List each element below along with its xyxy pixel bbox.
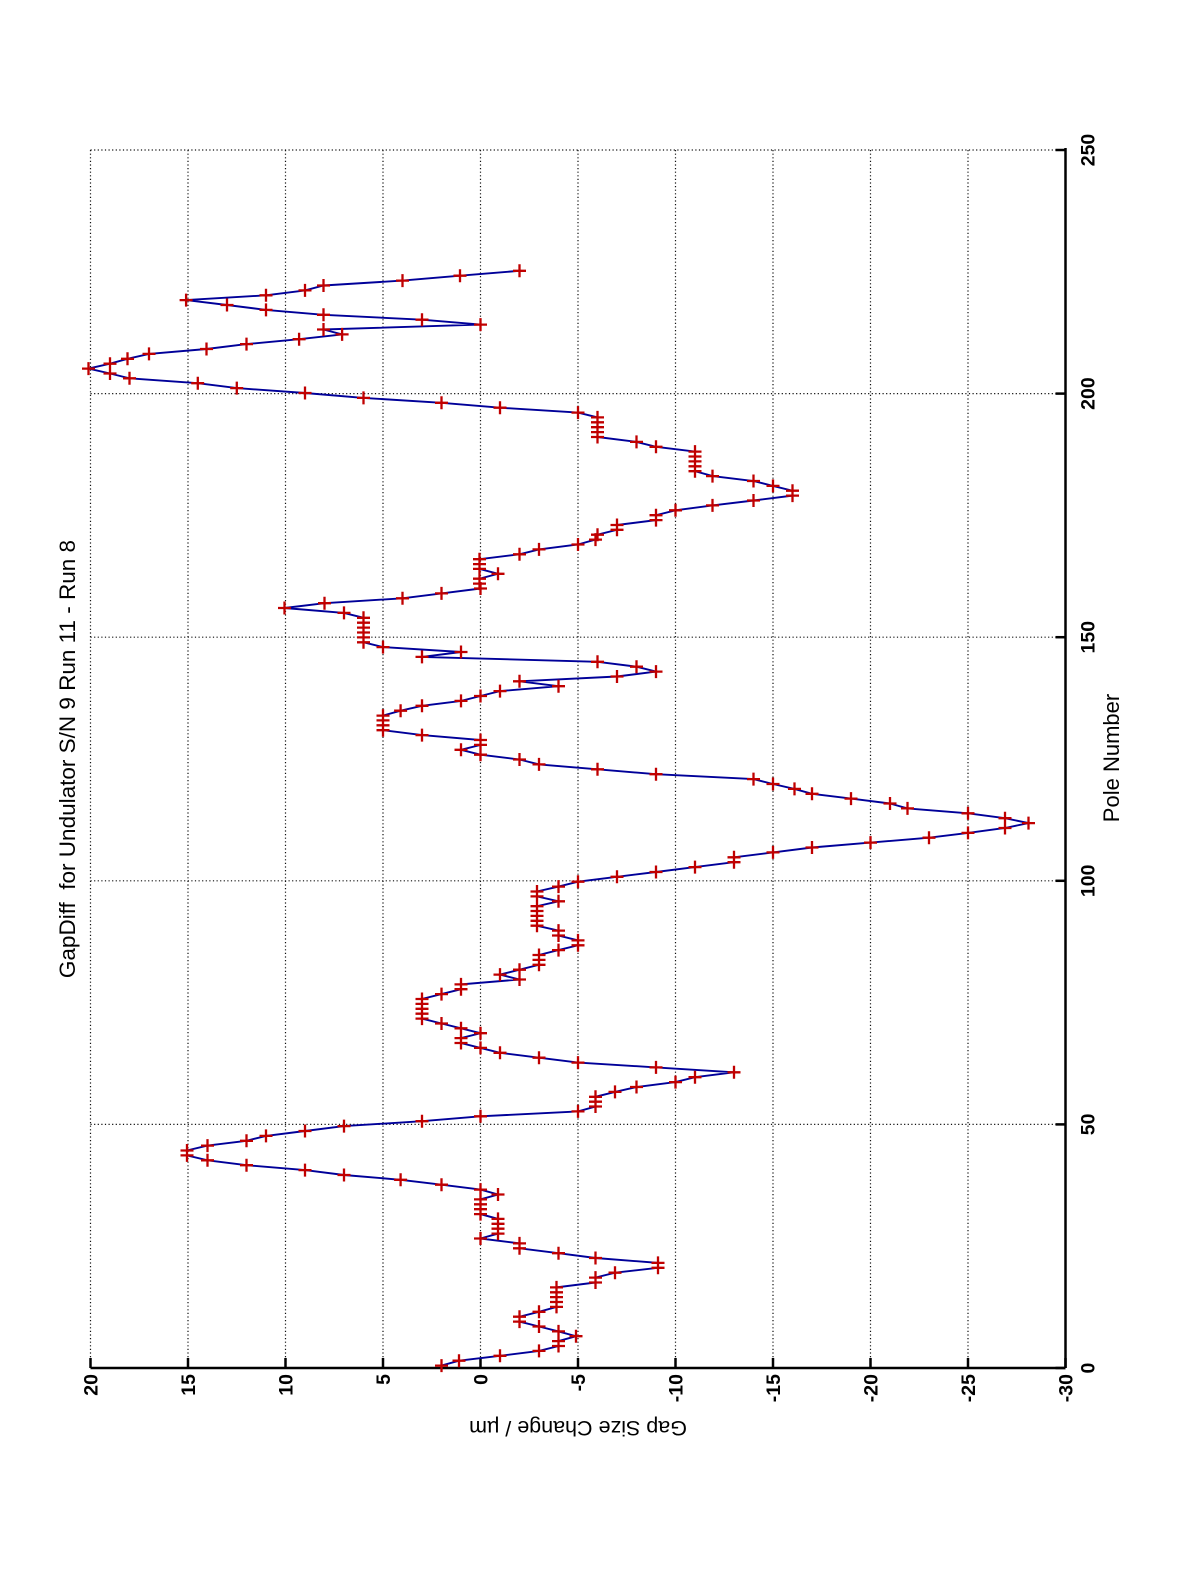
svg-text:0: 0: [471, 1374, 493, 1385]
svg-text:100: 100: [1078, 864, 1100, 897]
svg-text:50: 50: [1078, 1113, 1100, 1135]
svg-text:Pole Number: Pole Number: [1099, 694, 1124, 822]
svg-text:GapDiff for Undulator S/N 9 R: GapDiff for Undulator S/N 9 Run 11 - Run…: [55, 540, 80, 978]
svg-text:10: 10: [276, 1374, 298, 1396]
svg-text:-15: -15: [763, 1374, 785, 1402]
svg-text:-10: -10: [666, 1374, 688, 1402]
svg-text:-30: -30: [1056, 1374, 1078, 1402]
svg-text:-25: -25: [958, 1374, 980, 1402]
svg-text:Gap Size Change / µm: Gap Size Change / µm: [469, 1416, 687, 1440]
svg-text:200: 200: [1078, 377, 1100, 410]
svg-text:-5: -5: [568, 1374, 590, 1391]
svg-text:0: 0: [1078, 1362, 1100, 1373]
svg-text:250: 250: [1078, 134, 1100, 167]
svg-text:150: 150: [1078, 621, 1100, 654]
svg-text:-20: -20: [861, 1374, 883, 1402]
svg-text:20: 20: [81, 1374, 103, 1396]
svg-text:15: 15: [178, 1374, 200, 1396]
svg-text:5: 5: [373, 1374, 395, 1385]
